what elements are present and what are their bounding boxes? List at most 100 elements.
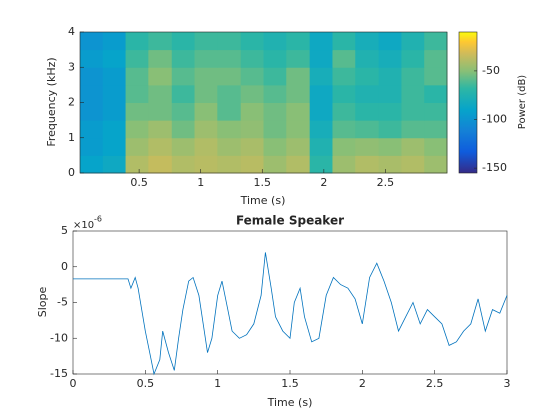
spectrogram-cell	[171, 120, 196, 139]
spectrogram-cell	[263, 84, 287, 103]
x-tick-label: 0.5	[137, 377, 155, 390]
spectrogram-cell	[424, 102, 448, 121]
spectrogram-cell	[80, 102, 104, 121]
spectrogram-cell	[263, 67, 287, 86]
spectrogram-cell	[217, 84, 242, 103]
spectrogram-cell	[424, 67, 448, 86]
spectrogram-cell	[263, 32, 287, 51]
colorbar-tick-label: -150	[482, 161, 507, 174]
spectrogram-cell	[80, 67, 104, 86]
spectrogram-cell	[217, 32, 242, 51]
y-axis-label: Slope	[36, 287, 49, 318]
spectrogram-cell	[401, 49, 425, 68]
spectrogram-cell	[125, 137, 149, 156]
y-tick-label: -10	[50, 331, 68, 344]
x-tick-label: 1.5	[281, 377, 299, 390]
spectrogram-cell	[240, 84, 264, 103]
spectrogram-cell	[148, 67, 173, 86]
spectrogram-cell	[171, 155, 196, 174]
spectrogram-cell	[355, 32, 380, 51]
spectrogram-cell	[148, 155, 173, 174]
spectrogram-cell	[309, 137, 333, 156]
spectrogram-cell	[240, 67, 264, 86]
spectrogram-cell	[148, 32, 173, 51]
spectrogram-cell	[332, 32, 356, 51]
spectrogram-cell	[424, 120, 448, 139]
spectrogram-cell	[263, 137, 287, 156]
spectrogram-cell	[194, 84, 218, 103]
spectrogram-cell	[286, 137, 311, 156]
chart-title: Female Speaker	[236, 214, 344, 228]
spectrogram-cell	[286, 49, 311, 68]
spectrogram-cell	[148, 84, 173, 103]
y-exponent: ×10	[73, 220, 94, 231]
spectrogram-cell	[401, 137, 425, 156]
spectrogram-cell	[171, 32, 196, 51]
spectrogram-cell	[194, 49, 218, 68]
spectrogram-cell	[102, 155, 127, 174]
spectrogram-cell	[148, 49, 173, 68]
spectrogram-cell	[125, 67, 149, 86]
spectrogram-cell	[332, 67, 356, 86]
spectrogram-cell	[355, 67, 380, 86]
y-axis-label: Frequency (kHz)	[45, 57, 58, 146]
spectrogram-cell	[102, 84, 127, 103]
spectrogram-cell	[125, 155, 149, 174]
x-axis-label: Time (s)	[267, 396, 313, 409]
spectrogram-cell	[378, 137, 402, 156]
spectrogram-cell	[171, 67, 196, 86]
spectrogram-cell	[194, 102, 218, 121]
axes-box	[72, 230, 508, 375]
spectrogram-cell	[217, 67, 242, 86]
spectrogram-cell	[378, 102, 402, 121]
spectrogram-cell	[125, 32, 149, 51]
spectrogram-cell	[240, 137, 264, 156]
y-tick-label: 2	[68, 96, 75, 109]
spectrogram-cell	[171, 137, 196, 156]
spectrogram-cell	[194, 120, 218, 139]
spectrogram-cell	[401, 32, 425, 51]
spectrogram-cell	[80, 84, 104, 103]
colorbar-tick-label: -50	[482, 64, 500, 77]
spectrogram-cell	[424, 155, 448, 174]
spectrogram-cell	[378, 32, 402, 51]
spectrogram-cell	[355, 120, 380, 139]
spectrogram-cell	[171, 102, 196, 121]
spectrogram-cell	[355, 49, 380, 68]
spectrogram-cell	[125, 102, 149, 121]
spectrogram-cell	[80, 120, 104, 139]
spectrogram-cell	[125, 84, 149, 103]
spectrogram-cell	[309, 120, 333, 139]
spectrogram-cell	[240, 102, 264, 121]
spectrogram-cell	[217, 120, 242, 139]
spectrogram-cell	[332, 84, 356, 103]
spectrogram-cell	[80, 155, 104, 174]
spectrogram-cell	[378, 84, 402, 103]
spectrogram-cell	[102, 120, 127, 139]
spectrogram-cell	[332, 102, 356, 121]
spectrogram-cell	[148, 120, 173, 139]
y-tick-label: 0	[61, 260, 68, 273]
spectrogram-cell	[171, 84, 196, 103]
y-tick-label: 1	[68, 131, 75, 144]
spectrogram-cell	[332, 137, 356, 156]
y-tick-label: 5	[61, 224, 68, 237]
spectrogram-cell	[378, 49, 402, 68]
spectrogram-cell	[80, 32, 104, 51]
spectrogram-cell	[378, 67, 402, 86]
y-tick-label: 3	[68, 60, 75, 73]
x-tick-label: 2	[320, 176, 327, 189]
y-tick-label: -15	[50, 367, 68, 380]
x-tick-label: 0	[70, 377, 77, 390]
colorbar	[458, 31, 478, 174]
spectrogram-cell	[401, 155, 425, 174]
spectrogram-cell	[309, 67, 333, 86]
x-tick-label: 2.5	[377, 176, 395, 189]
x-axis-label: Time (s)	[240, 194, 286, 207]
spectrogram-cell	[309, 49, 333, 68]
spectrogram-cell	[217, 102, 242, 121]
y-tick-label: 4	[68, 25, 75, 38]
y-tick-label: -5	[57, 296, 68, 309]
spectrogram-cell	[355, 102, 380, 121]
